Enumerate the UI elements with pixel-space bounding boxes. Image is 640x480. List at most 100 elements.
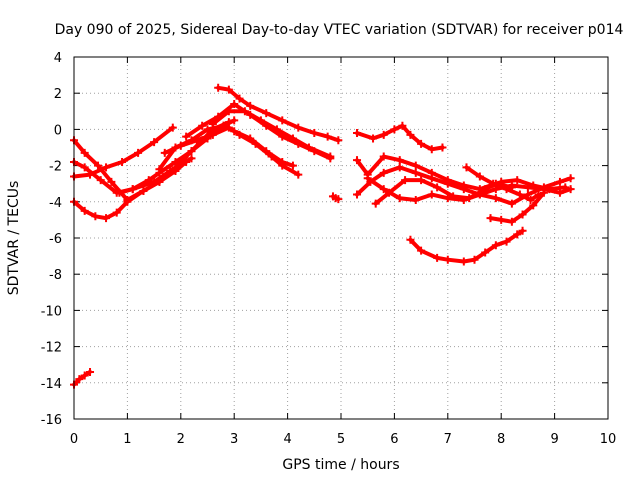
- y-tick-label: -14: [41, 377, 62, 392]
- y-axis-label: SDTVAR / TECUs: [6, 181, 22, 296]
- data-point: [406, 235, 415, 244]
- data-point: [288, 134, 297, 143]
- y-tick-label: -8: [49, 268, 62, 283]
- data-point: [449, 192, 458, 201]
- data-point: [507, 217, 516, 226]
- data-point: [353, 156, 362, 165]
- data-point: [115, 188, 124, 197]
- data-point: [267, 152, 276, 161]
- data-point: [80, 371, 89, 380]
- y-tick-label: 2: [54, 87, 62, 102]
- data-point: [118, 157, 127, 166]
- x-tick-label: 9: [550, 432, 558, 447]
- x-tick-label: 4: [283, 432, 291, 447]
- series-6: [160, 123, 303, 179]
- data-point: [443, 179, 452, 188]
- data-point: [545, 185, 554, 194]
- y-tick-label: 4: [54, 51, 62, 66]
- series-17: [462, 163, 543, 204]
- series-line: [216, 85, 341, 143]
- data-point: [406, 130, 415, 139]
- data-point: [278, 116, 287, 125]
- data-point: [272, 125, 281, 134]
- data-point: [102, 163, 111, 172]
- x-tick-label: 2: [177, 432, 185, 447]
- data-point: [294, 123, 303, 132]
- x-tick-label: 6: [390, 432, 398, 447]
- data-point: [489, 179, 498, 188]
- data-point: [139, 186, 148, 195]
- data-point: [150, 138, 159, 147]
- x-tick-labels: 0 1 2 3 4 5 6 7 8 9 10: [70, 432, 616, 447]
- data-point: [395, 194, 404, 203]
- y-tick-label: -10: [41, 304, 62, 319]
- data-point: [334, 136, 343, 145]
- data-point: [507, 199, 516, 208]
- data-point: [371, 199, 380, 208]
- series-15: [371, 176, 570, 208]
- y-tick-label: -2: [49, 160, 62, 175]
- data-point: [417, 246, 426, 255]
- series-9: [208, 107, 335, 161]
- data-point: [224, 123, 233, 132]
- data-point: [379, 185, 388, 194]
- data-point: [235, 94, 244, 103]
- data-point: [128, 185, 137, 194]
- data-point: [379, 130, 388, 139]
- chart-title: Day 090 of 2025, Sidereal Day-to-day VTE…: [55, 22, 624, 38]
- y-tick-label: 0: [54, 123, 62, 138]
- data-point: [497, 215, 506, 224]
- data-point: [334, 195, 343, 204]
- x-tick-label: 3: [230, 432, 238, 447]
- data-point: [144, 176, 153, 185]
- data-point: [278, 161, 287, 170]
- data-point: [171, 157, 180, 166]
- data-point: [561, 183, 570, 192]
- series-10: [328, 192, 343, 204]
- data-point: [198, 121, 207, 130]
- data-point: [224, 107, 233, 116]
- data-point: [486, 214, 495, 223]
- data-point: [555, 177, 564, 186]
- plot-frame: [73, 56, 609, 420]
- data-point: [123, 195, 132, 204]
- data-point: [566, 185, 575, 194]
- data-point: [526, 195, 535, 204]
- series-8: [214, 83, 343, 145]
- data-point: [438, 143, 447, 152]
- data-point: [502, 185, 511, 194]
- data-point: [395, 163, 404, 172]
- data-point: [160, 148, 169, 157]
- data-point: [246, 101, 255, 110]
- data-point: [294, 170, 303, 179]
- data-point: [176, 141, 185, 150]
- data-point: [187, 147, 196, 156]
- data-point: [80, 163, 89, 172]
- series-11: [353, 121, 447, 154]
- data-point: [502, 237, 511, 246]
- data-point: [385, 188, 394, 197]
- data-point: [513, 230, 522, 239]
- data-point: [427, 190, 436, 199]
- data-point: [497, 177, 506, 186]
- data-point: [515, 190, 524, 199]
- x-axis-label: GPS time / hours: [282, 457, 399, 473]
- data-point: [94, 161, 103, 170]
- data-point: [481, 248, 490, 257]
- data-point: [75, 375, 84, 384]
- x-tick-label: 10: [600, 432, 617, 447]
- data-point: [518, 226, 527, 235]
- data-point: [86, 367, 95, 376]
- data-point: [214, 83, 223, 92]
- y-tick-labels: 4 2 0 -2 -4 -6 -8 -10 -12 -14 -16: [41, 51, 62, 428]
- data-point: [369, 134, 378, 143]
- data-point: [230, 116, 239, 125]
- series-16: [406, 226, 527, 266]
- data-point: [112, 208, 121, 217]
- data-point: [518, 210, 527, 219]
- series-line: [408, 228, 525, 264]
- grid: [73, 56, 609, 420]
- data-point: [417, 139, 426, 148]
- data-point: [326, 152, 335, 161]
